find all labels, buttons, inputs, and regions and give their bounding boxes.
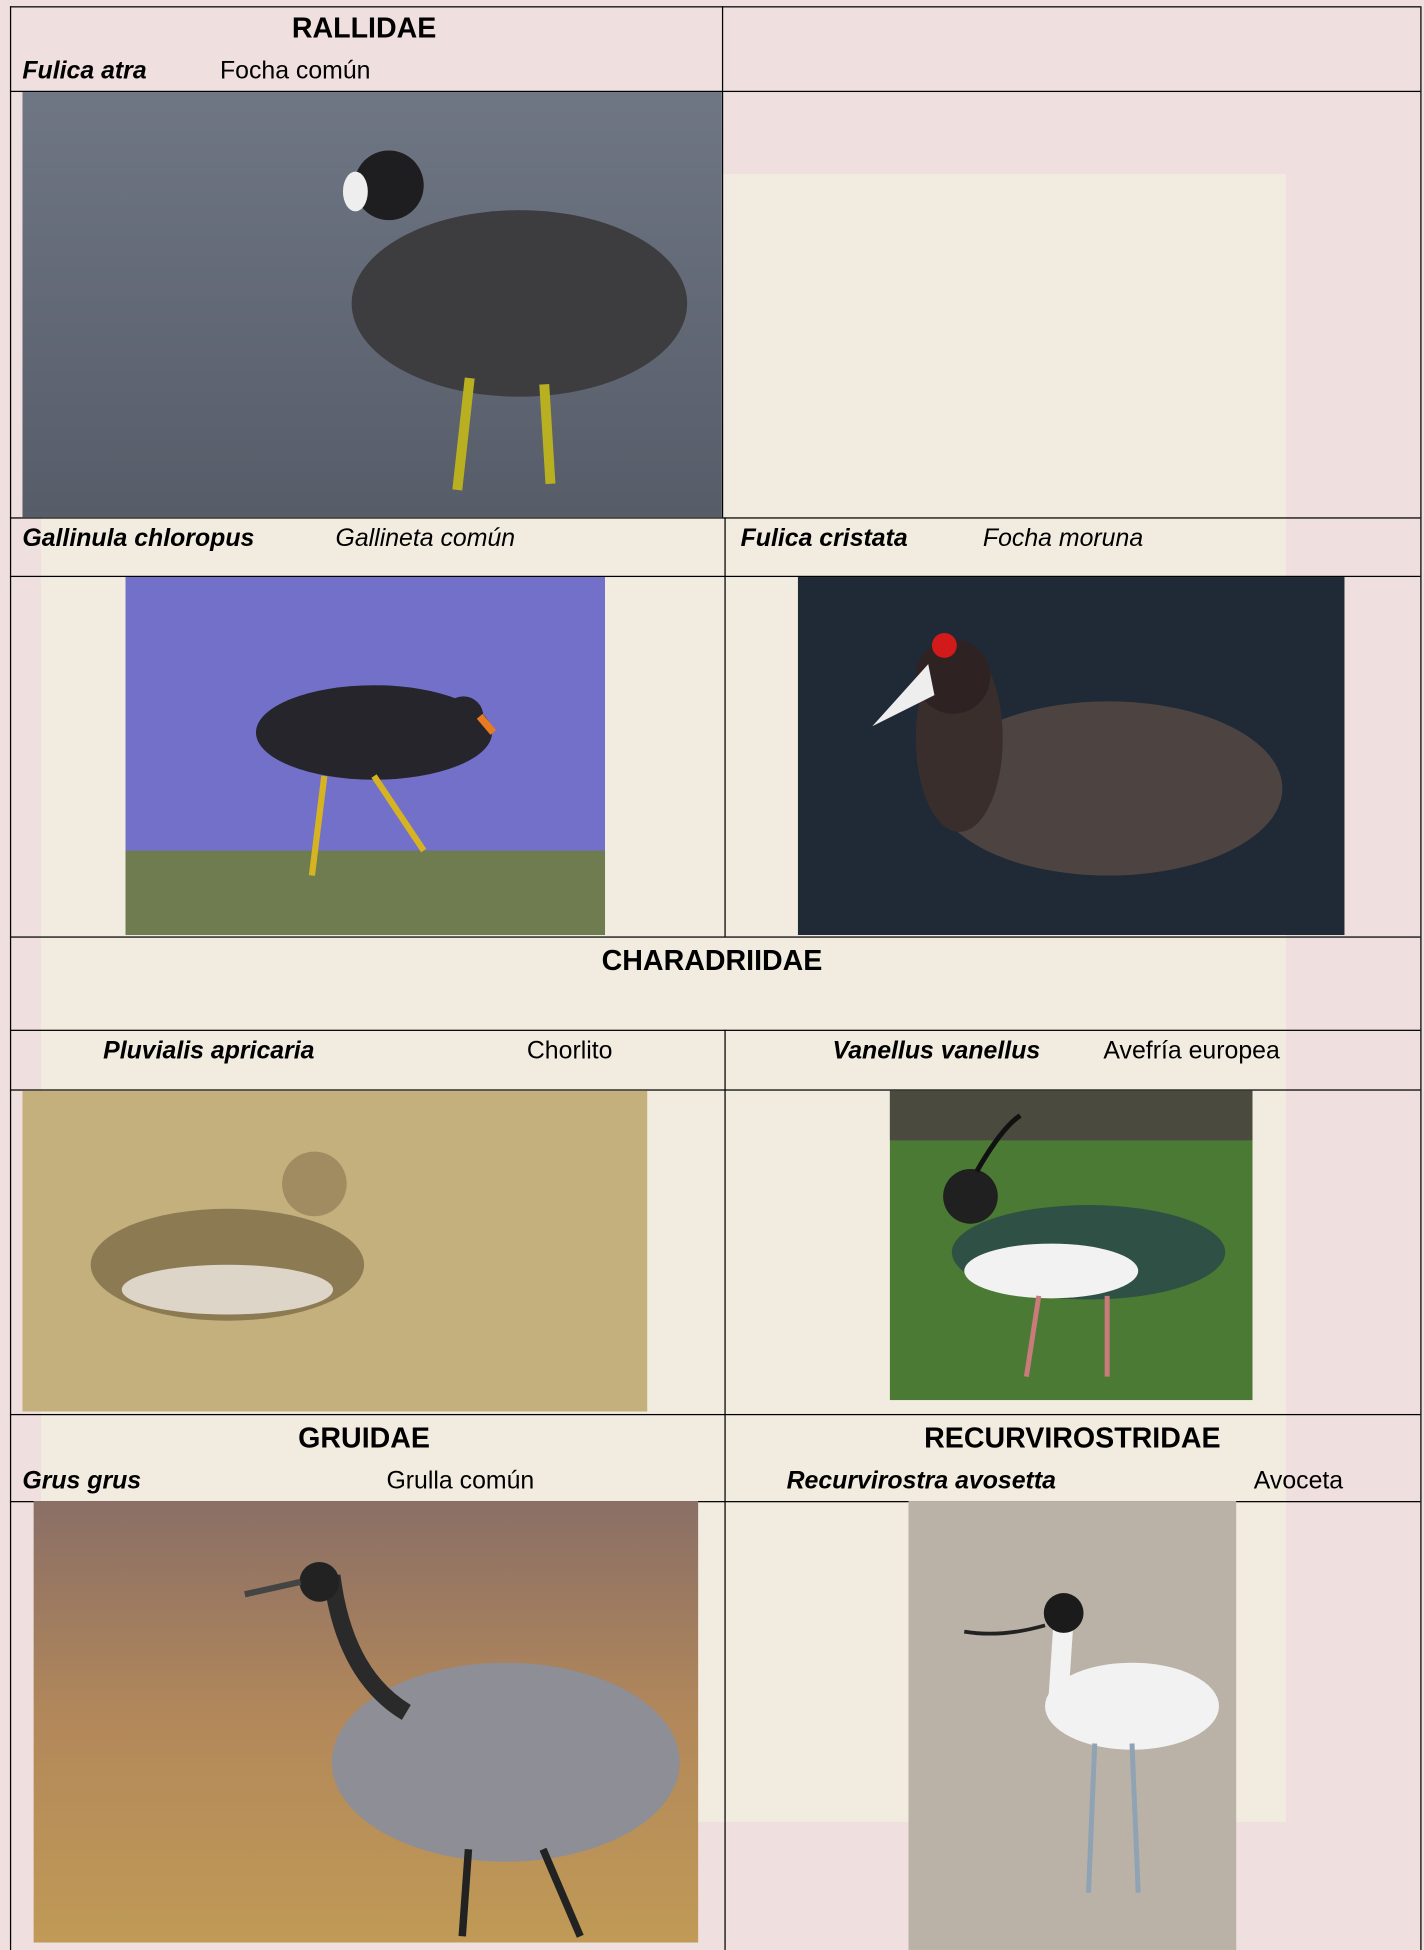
rule [9,517,1421,519]
photo [889,1090,1253,1401]
common-name: Focha moruna [982,524,1144,553]
photo [22,1090,648,1412]
rule [9,1029,1421,1031]
scientific-name: Grus grus [22,1467,142,1495]
common-name: Chorlito [526,1037,613,1065]
rule [724,1029,726,1950]
common-name: Grulla común [386,1467,535,1495]
photo [908,1501,1237,1950]
scientific-name: Recurvirostra avosetta [786,1467,1056,1495]
family-heading: RALLIDAE [291,11,437,44]
rule [9,1501,1421,1503]
common-name: Avefría europea [1103,1037,1280,1065]
photo [33,1501,699,1943]
rule [9,6,1421,8]
rule [1420,6,1422,1950]
photo [22,92,722,518]
scientific-name: Vanellus vanellus [832,1037,1041,1065]
rule [9,6,12,1950]
scientific-name: Fulica cristata [740,524,908,553]
family-heading: GRUIDAE [298,1421,430,1454]
scientific-name: Fulica atra [22,57,147,85]
family-heading: CHARADRIIDAE [601,943,823,977]
family-heading: RECURVIROSTRIDAE [924,1421,1221,1454]
common-name: Gallineta común [335,524,516,553]
photo [125,577,606,936]
rule [9,1413,1421,1416]
rule [9,575,1421,578]
rule [721,6,724,518]
common-name: Avoceta [1253,1467,1344,1495]
rule [9,90,1421,93]
scientific-name: Pluvialis apricaria [103,1037,315,1065]
common-name: Focha común [219,57,371,85]
scientific-name: Gallinula chloropus [22,524,255,553]
rule [9,1089,1421,1091]
photo [797,577,1345,936]
rule [724,517,726,937]
rule [9,936,1421,938]
